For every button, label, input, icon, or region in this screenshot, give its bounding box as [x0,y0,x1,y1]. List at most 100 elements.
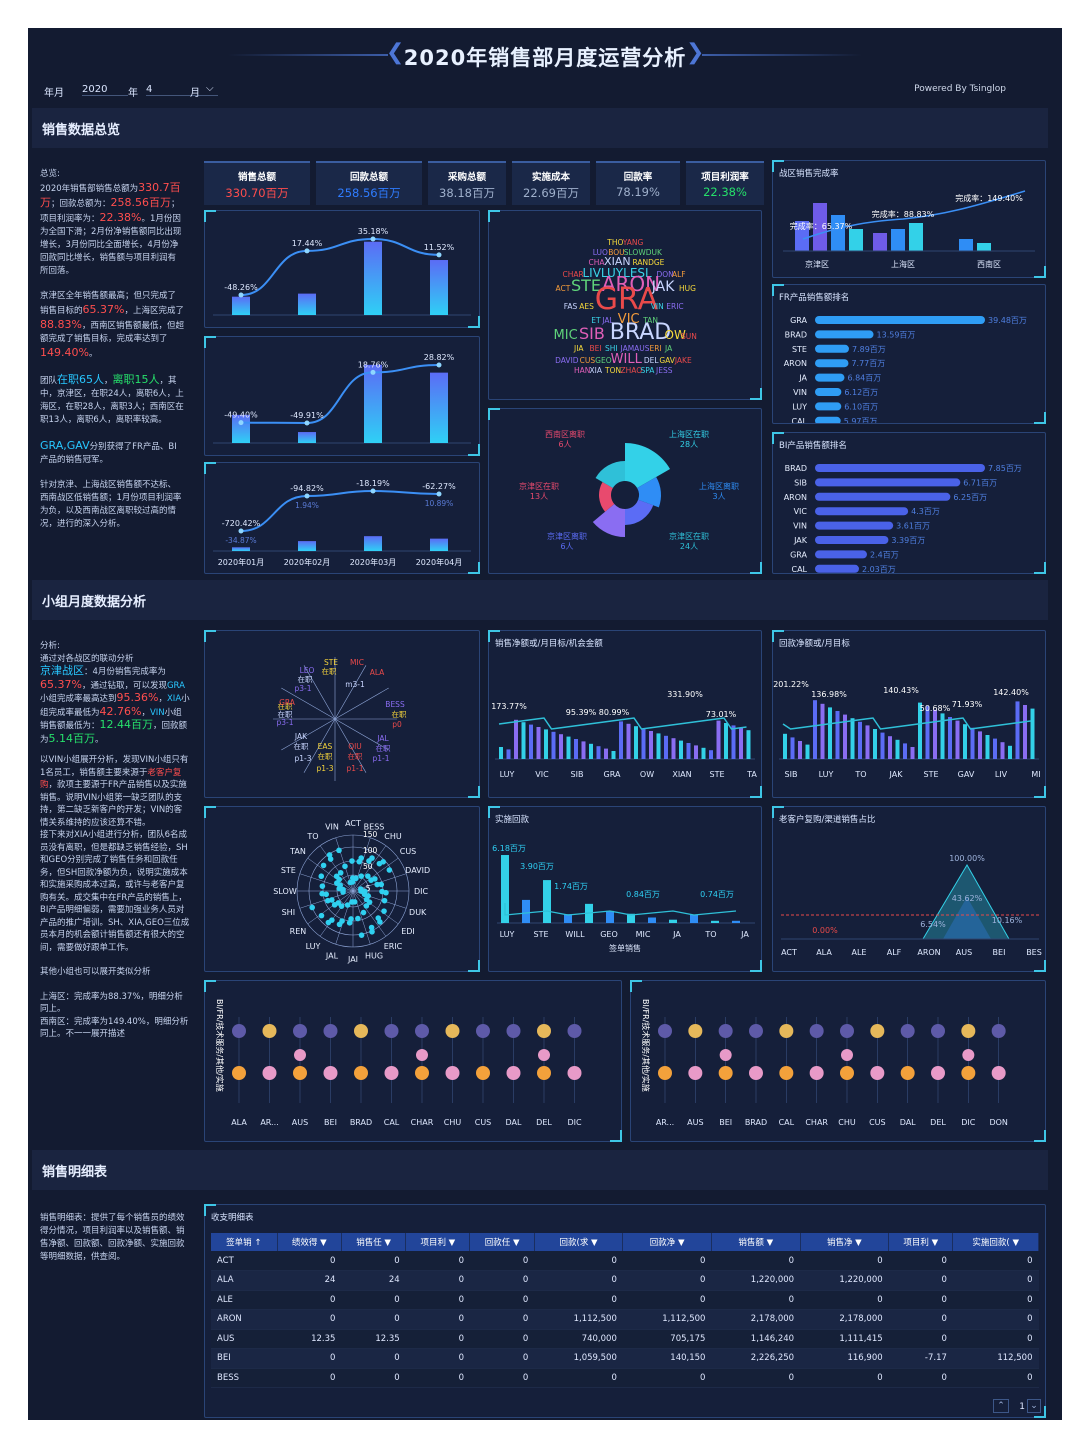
year-select[interactable]: 2020 [82,84,128,96]
data-point [445,1066,460,1080]
data-point [537,1024,551,1038]
data-point [344,902,351,908]
chevron-down-icon[interactable]: ⌵ [206,83,214,94]
word: DEL [644,356,660,365]
point-label: 50.68% [920,704,951,713]
x-tick: DAL [900,1118,916,1127]
month-select[interactable]: 4 [146,84,218,96]
page-up-button[interactable]: ⌃ [993,1399,1009,1413]
word: BRAD [610,320,671,345]
header-line-right [702,54,862,56]
year-month-label: 年月 [44,88,64,99]
column-header[interactable]: 实施回款( ▼ [952,1233,1039,1251]
column-header[interactable]: 项目利 ▼ [405,1233,471,1251]
word: SHI [605,344,618,353]
column-header[interactable]: 销售任 ▼ [341,1233,407,1251]
kpi-card: 采购总额 38.18百万 [428,161,506,205]
data-point [369,928,375,935]
table-cell: 0 [405,1329,470,1349]
bar-name: BRAD [785,464,807,473]
overview-p5: 针对京津、上海战区销售额不达标、西南战区低销售额；1月份项目利润率为负，以及西南… [40,480,182,529]
page-down-button[interactable]: ⌄ [1027,1399,1041,1413]
bar [815,478,961,487]
column-header[interactable]: 销售额 ▼ [711,1233,801,1251]
bar [815,507,909,516]
monthly-chart-1: -48.26% 17.44% 35.18% 11.52% [213,227,471,316]
section-title: 小组月度数据分析 [42,595,147,610]
column-header[interactable]: 回款净 ▼ [622,1233,712,1251]
column-header[interactable]: 回款(求 ▼ [534,1233,624,1251]
radar-panel: ACT BESS CHU CUS DAVID DIC DUK EDI ERIC HUG JAI JAL… [195,806,480,972]
polar-axis [334,718,389,751]
word: SUN [681,332,697,341]
bar [925,706,930,759]
radar-axis [335,890,354,945]
group-p2: 以VIN小组展开分析，发现VIN小组只有1名员工，销售额主要来源于老客户复购，款… [40,755,189,828]
bar [619,721,623,759]
word: GRA [595,282,659,317]
section-title: 销售明细表 [42,1165,108,1180]
donut-slice [595,461,625,488]
word: STE [571,276,601,295]
data-point [323,1066,338,1080]
bar-name: CAL [791,565,807,573]
x-tick: JAK [889,770,904,779]
overview-p4: GRA,GAV分别获得了FR产品、BI产品的销售冠军。 [40,439,177,465]
point-label: 11.52% [424,243,455,252]
bar-name: VIN [793,522,807,531]
data-point [340,889,346,895]
bar [795,221,809,251]
bar [850,718,855,759]
bar [664,735,668,759]
radar-label: CHU [384,832,402,841]
bar [543,880,551,923]
kpi-value: 22.38% [703,185,747,199]
table-cell: 2,226,250 [711,1348,801,1369]
bar [993,738,997,759]
word: RANDGE [632,258,664,267]
bar [694,745,698,759]
donut-label: 上海区在职 [669,429,709,439]
word: ALF [672,270,686,279]
table-cell: 0 [952,1251,1039,1271]
bar [909,223,923,251]
radar-axis [319,890,354,937]
column-header[interactable]: 绩效得 ▼ [277,1233,342,1251]
data-point [262,1024,277,1038]
dashboard: ❮ ❯ 2020年销售部月度运营分析 年月 2020 年 4 月 ⌵ Power… [28,28,1062,1420]
bar-name: VIN [793,388,807,397]
column-header[interactable]: 签单销 ↑ [211,1233,278,1251]
bar [815,388,842,396]
dots-left-panel: BI/FR/技术服务/其他/实施 ALA AR... AUS BEI BRAD CAL CHA… [204,980,622,1142]
x-tick: SIB [571,770,584,779]
bar [430,260,448,315]
column-header[interactable]: 项目利 ▼ [888,1233,954,1251]
column-header[interactable]: 回款任 ▼ [469,1233,535,1251]
line-point [370,236,376,242]
point-label: 10.16% [992,916,1023,925]
column-header[interactable]: 销售净 ▼ [800,1233,890,1251]
bar [506,749,511,759]
table-cell: 0 [469,1329,535,1349]
data-point [293,1024,307,1038]
radar-label: VIN [325,822,339,831]
data-point [262,1066,277,1080]
radar-label: HUG [365,952,383,961]
radar-axis [352,857,399,892]
bar-label: 7.89百万 [852,345,886,354]
bar-label: 6.84百万 [847,374,881,383]
word: WILL [611,352,643,367]
table-cell: 1,111,415 [800,1329,889,1349]
data-point [349,875,356,881]
fr-ranking-chart: GRA 39.48百万 BRAD 13.59百万 STE 7.89百万 ARON 7.77百万… [784,316,1027,426]
staff-donut-chart: 西南区离职6人上海区在职28人京津区在职13人上海区离职3人京津区离职6人京津区… [519,429,739,551]
bar [948,717,952,759]
polar-axis [334,687,389,720]
section-detail: 销售明细表 [32,1150,1048,1190]
page-title: 2020年销售部月度运营分析 [403,46,687,70]
x-tick: OW [640,770,654,779]
data-point [309,904,316,911]
x-tick: ALA [231,1118,247,1127]
bar [815,464,985,472]
bar [910,747,915,759]
